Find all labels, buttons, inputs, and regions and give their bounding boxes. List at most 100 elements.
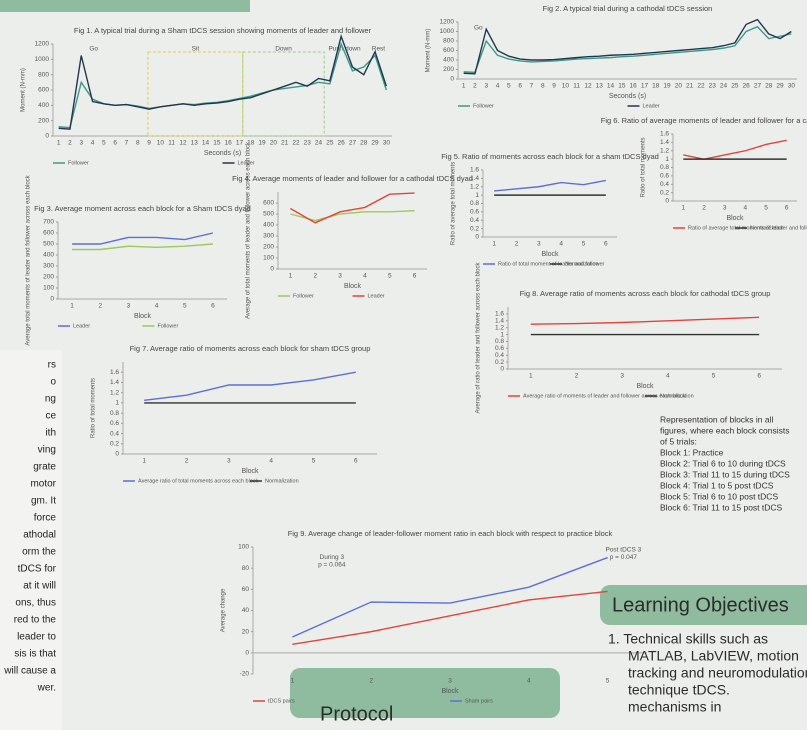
y-tick-label: 600 bbox=[38, 87, 49, 94]
y-tick-label: 800 bbox=[443, 38, 454, 45]
x-tick-label: 4 bbox=[91, 140, 95, 147]
x-tick-label: 8 bbox=[136, 140, 140, 147]
side-text-line: motor bbox=[30, 479, 56, 490]
x-tick-label: 3 bbox=[448, 678, 452, 685]
y-tick-label: 200 bbox=[38, 117, 49, 124]
learning-objectives-title: Learning Objectives bbox=[612, 594, 789, 616]
y-tick-label: 1000 bbox=[440, 28, 455, 35]
y-tick-label: 0.8 bbox=[495, 338, 504, 345]
x-tick-label: 30 bbox=[383, 140, 391, 147]
y-tick-label: 300 bbox=[43, 263, 54, 270]
x-tick-label: 2 bbox=[473, 83, 477, 90]
y-tick-label: 200 bbox=[43, 274, 54, 281]
x-tick-label: 5 bbox=[582, 241, 586, 248]
x-tick-label: 4 bbox=[496, 83, 500, 90]
x-tick-label: 25 bbox=[731, 83, 739, 90]
x-tick-label: 1 bbox=[291, 678, 295, 685]
y-tick-label: 100 bbox=[43, 285, 54, 292]
y-tick-label: 400 bbox=[38, 102, 49, 109]
blocks-note-line: Block 1: Practice bbox=[660, 447, 724, 457]
x-tick-label: 6 bbox=[757, 373, 761, 380]
y-tick-label: 0.8 bbox=[110, 410, 119, 417]
x-tick-label: 8 bbox=[541, 83, 545, 90]
blocks-note-line: figures, where each block consists bbox=[660, 425, 789, 435]
x-tick-label: 6 bbox=[518, 83, 522, 90]
x-tick-label: 20 bbox=[270, 140, 278, 147]
x-tick-label: 6 bbox=[113, 140, 117, 147]
x-tick-label: 6 bbox=[413, 273, 417, 280]
x-axis-label: Seconds (s) bbox=[204, 150, 241, 157]
x-tick-label: 1 bbox=[57, 140, 61, 147]
x-tick-label: 17 bbox=[236, 140, 244, 147]
y-tick-label: 60 bbox=[242, 586, 250, 593]
x-tick-label: 26 bbox=[743, 83, 751, 90]
y-axis-label: Ratio of average total moments bbox=[451, 162, 457, 245]
legend-label: Normalization bbox=[660, 393, 694, 399]
learning-objective-line: technique tDCS. bbox=[628, 682, 730, 698]
side-text-line: rs bbox=[48, 360, 56, 371]
x-tick-label: 3 bbox=[723, 205, 727, 212]
x-tick-label: 4 bbox=[527, 678, 531, 685]
x-tick-label: 19 bbox=[663, 83, 671, 90]
x-tick-label: 26 bbox=[338, 140, 346, 147]
x-tick-label: 14 bbox=[202, 140, 210, 147]
x-tick-label: 5 bbox=[102, 140, 106, 147]
x-tick-label: 2 bbox=[575, 373, 579, 380]
x-axis-label: Block bbox=[726, 215, 744, 222]
y-axis-label: Moment (N-mm) bbox=[21, 68, 27, 112]
legend-label: Follower bbox=[158, 323, 179, 329]
y-tick-label: 0.6 bbox=[110, 420, 119, 427]
y-tick-label: 0 bbox=[270, 266, 274, 273]
x-tick-label: 19 bbox=[258, 140, 266, 147]
x-tick-label: 1 bbox=[142, 458, 146, 465]
y-tick-label: 500 bbox=[263, 211, 274, 218]
x-tick-label: 27 bbox=[349, 140, 357, 147]
y-tick-label: 1.4 bbox=[495, 317, 504, 324]
x-tick-label: 6 bbox=[354, 458, 358, 465]
x-tick-label: 15 bbox=[213, 140, 221, 147]
chart-title: Fig 5. Ratio of moments across each bloc… bbox=[441, 152, 659, 161]
side-text-line: o bbox=[50, 377, 56, 388]
side-text-line: leader to bbox=[17, 632, 56, 643]
annotation: Go bbox=[89, 45, 98, 52]
y-tick-label: 100 bbox=[263, 255, 274, 262]
x-tick-label: 4 bbox=[363, 273, 367, 280]
x-tick-label: 3 bbox=[127, 303, 131, 310]
learning-objective-line: MATLAB, LabVIEW, motion bbox=[628, 648, 799, 664]
x-tick-label: 5 bbox=[388, 273, 392, 280]
x-tick-label: 30 bbox=[788, 83, 796, 90]
x-tick-label: 24 bbox=[720, 83, 728, 90]
y-tick-label: 300 bbox=[263, 233, 274, 240]
y-tick-label: 1 bbox=[475, 192, 479, 199]
y-tick-label: 0.6 bbox=[495, 345, 504, 352]
learning-objective-line: mechanisms in bbox=[628, 699, 721, 715]
legend-label: Average ratio of total moments across ea… bbox=[138, 478, 259, 484]
x-tick-label: 1 bbox=[682, 205, 686, 212]
x-tick-label: 4 bbox=[666, 373, 670, 380]
x-tick-label: 10 bbox=[157, 140, 165, 147]
y-tick-label: 1 bbox=[115, 400, 119, 407]
y-tick-label: 0.8 bbox=[660, 164, 669, 171]
y-tick-label: 1.4 bbox=[470, 175, 479, 182]
legend-label: Leader bbox=[643, 103, 660, 109]
legend-label: Follower bbox=[473, 103, 494, 109]
x-tick-label: 28 bbox=[765, 83, 773, 90]
y-tick-label: 800 bbox=[38, 71, 49, 78]
y-tick-label: 1.2 bbox=[110, 389, 119, 396]
x-tick-label: 29 bbox=[371, 140, 379, 147]
legend-label: Follower bbox=[293, 293, 314, 299]
x-tick-label: 28 bbox=[360, 140, 368, 147]
blocks-note-line: Block 5: Trial 6 to 10 post tDCS bbox=[660, 491, 778, 501]
y-tick-label: 1.2 bbox=[470, 183, 479, 190]
y-tick-label: 20 bbox=[242, 628, 250, 635]
x-tick-label: 6 bbox=[785, 205, 789, 212]
y-tick-label: 200 bbox=[263, 244, 274, 251]
y-tick-label: 0.4 bbox=[495, 352, 504, 359]
legend-label: Normalization bbox=[750, 225, 784, 231]
y-tick-label: 700 bbox=[43, 219, 54, 226]
x-tick-label: 18 bbox=[652, 83, 660, 90]
side-text-line: gm. It bbox=[31, 496, 56, 507]
poster-photo: Learning Objectives Protocol Fig 1. A ty… bbox=[0, 0, 807, 730]
chart-title: Fig 7. Average ratio of moments across e… bbox=[130, 344, 371, 353]
y-tick-label: 100 bbox=[238, 544, 249, 551]
